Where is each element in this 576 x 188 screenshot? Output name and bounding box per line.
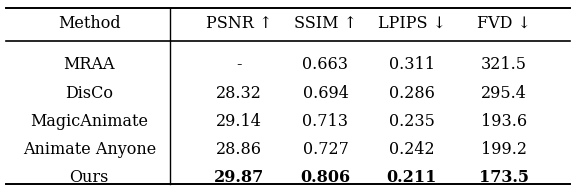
Text: -: -	[236, 56, 242, 73]
Text: Method: Method	[58, 15, 120, 32]
Text: 28.86: 28.86	[216, 141, 262, 158]
Text: FVD ↓: FVD ↓	[477, 15, 531, 32]
Text: MagicAnimate: MagicAnimate	[31, 113, 148, 130]
Text: SSIM ↑: SSIM ↑	[294, 15, 357, 32]
Text: 0.663: 0.663	[302, 56, 348, 73]
Text: 0.211: 0.211	[386, 169, 437, 186]
Text: 29.87: 29.87	[214, 169, 264, 186]
Text: 321.5: 321.5	[481, 56, 527, 73]
Text: 173.5: 173.5	[479, 169, 529, 186]
Text: MRAA: MRAA	[63, 56, 115, 73]
Text: 0.235: 0.235	[389, 113, 435, 130]
Text: 0.311: 0.311	[389, 56, 435, 73]
Text: PSNR ↑: PSNR ↑	[206, 15, 272, 32]
Text: 0.727: 0.727	[302, 141, 348, 158]
Text: 29.14: 29.14	[216, 113, 262, 130]
Text: 28.32: 28.32	[216, 85, 262, 102]
Text: 0.713: 0.713	[302, 113, 348, 130]
Text: 199.2: 199.2	[481, 141, 527, 158]
Text: 193.6: 193.6	[481, 113, 527, 130]
Text: LPIPS ↓: LPIPS ↓	[378, 15, 446, 32]
Text: 0.286: 0.286	[389, 85, 435, 102]
Text: 0.806: 0.806	[300, 169, 351, 186]
Text: Ours: Ours	[70, 169, 109, 186]
Text: 295.4: 295.4	[481, 85, 527, 102]
Text: Animate Anyone: Animate Anyone	[22, 141, 156, 158]
Text: 0.694: 0.694	[302, 85, 348, 102]
Text: DisCo: DisCo	[65, 85, 113, 102]
Text: 0.242: 0.242	[389, 141, 435, 158]
